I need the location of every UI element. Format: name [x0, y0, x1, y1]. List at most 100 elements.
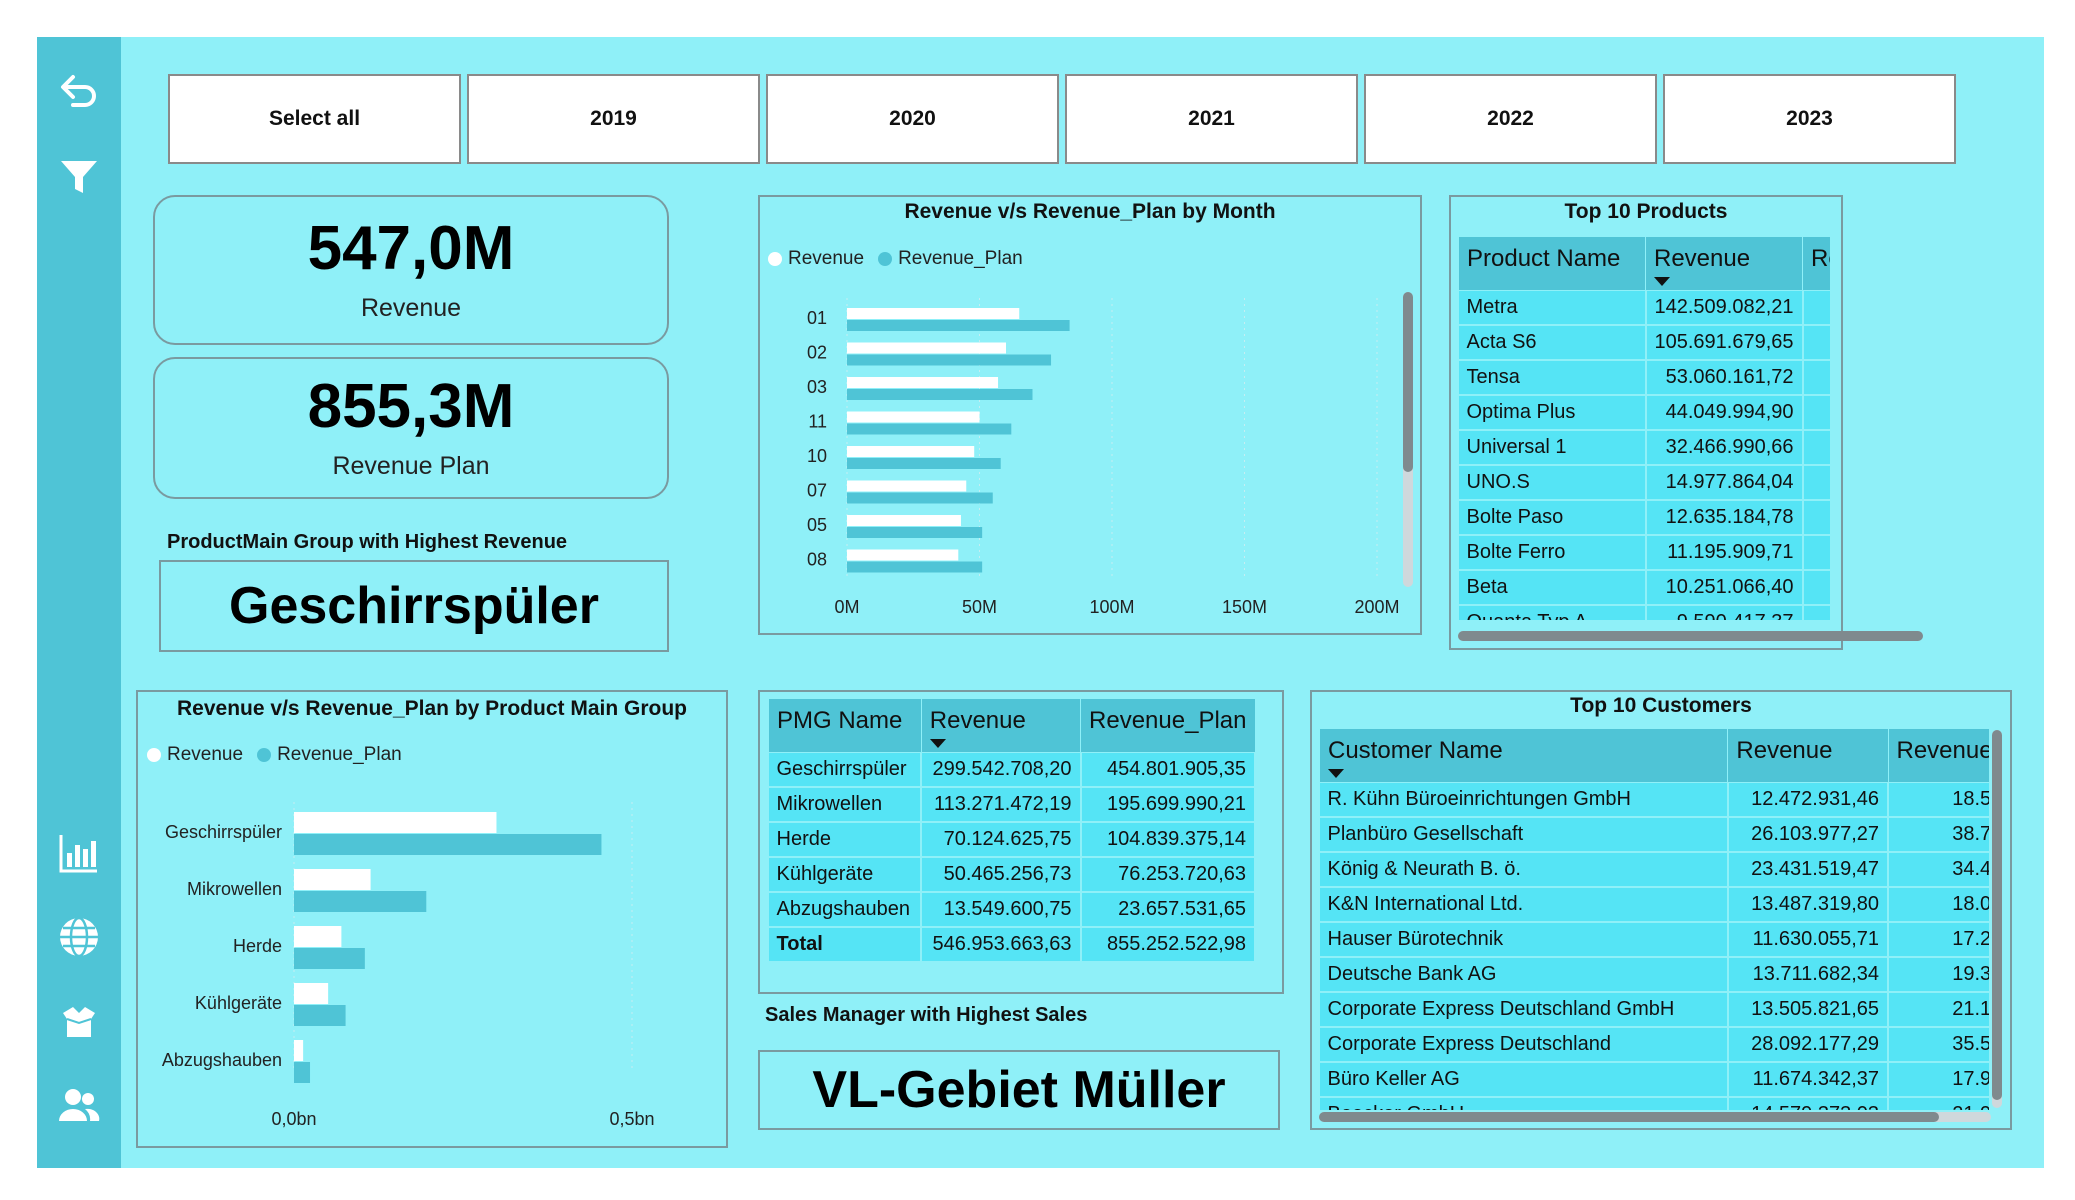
top-products-cell: 61.716.813,7 [1802, 395, 1830, 431]
top-customers-row[interactable]: K&N International Ltd.13.487.319,8018.07… [1319, 887, 1989, 923]
top-customers-row[interactable]: König & Neurath B. ö.23.431.519,4734.488… [1319, 852, 1989, 888]
revenue-plan-bar[interactable] [294, 1005, 346, 1026]
people-icon[interactable] [57, 1083, 101, 1127]
col-customer-name[interactable]: Customer Name [1319, 728, 1729, 783]
pmg-cell: 104.839.375,14 [1080, 822, 1257, 858]
revenue-bar[interactable] [294, 869, 371, 890]
year-button-2023[interactable]: 2023 [1663, 74, 1956, 164]
revenue-plan-bar[interactable] [847, 423, 1012, 435]
top-customers-cell: Corporate Express Deutschland [1319, 1027, 1729, 1063]
col-product-name[interactable]: Product Name [1458, 236, 1646, 291]
year-button-select-all[interactable]: Select all [168, 74, 461, 164]
pmg-row[interactable]: Abzugshauben 13.549.600,75 23.657.531,65 [768, 892, 1257, 928]
revenue-plan-bar[interactable] [847, 389, 1033, 400]
top-products-cell: 220.570.781,9 [1802, 290, 1830, 326]
top-products-hscroll-thumb[interactable] [1458, 631, 1923, 641]
top-customers-cell: R. Kühn Büroeinrichtungen GmbH [1319, 782, 1729, 818]
col-revenue-label: Revenue [929, 707, 1026, 734]
top-customers-hscroll[interactable] [1319, 1112, 1991, 1122]
col-revenue-plan[interactable]: Revenue_Plan [1802, 236, 1830, 291]
revenue-bar[interactable] [294, 1040, 304, 1061]
top-customers-row[interactable]: R. Kühn Büroeinrichtungen GmbH 12.472.931… [1319, 782, 1989, 818]
legend-revenue-plan-label: Revenue_Plan [277, 744, 402, 765]
year-button-2022[interactable]: 2022 [1364, 74, 1657, 164]
revenue-plan-bar[interactable] [847, 320, 1070, 331]
col-revenue[interactable]: Revenue [1644, 236, 1804, 291]
top-customers-cell: K&N International Ltd. [1319, 887, 1729, 923]
revenue-bar[interactable] [847, 308, 1020, 319]
month-chart-scroll-thumb[interactable] [1403, 292, 1413, 472]
year-button-2021[interactable]: 2021 [1065, 74, 1358, 164]
top-customers-hscroll-thumb[interactable] [1319, 1112, 1939, 1122]
category-label: 07 [807, 481, 827, 501]
category-label: 03 [807, 377, 827, 397]
pmg-row[interactable]: Herde 70.124.625,75 104.839.375,14 [768, 822, 1257, 858]
revenue-bar[interactable] [847, 446, 975, 457]
revenue-plan-bar[interactable] [847, 458, 1001, 469]
top-products-row[interactable]: Quanta Typ A9.590.417,3714.793.938,5 [1458, 605, 1830, 620]
revenue-bar[interactable] [847, 377, 999, 388]
revenue-plan-bar[interactable] [847, 492, 993, 504]
top-customers-table-wrapper: Customer Name Revenue Revenue_Plan R. Kü… [1319, 728, 1989, 1110]
revenue-bar[interactable] [847, 411, 980, 423]
revenue-bar[interactable] [294, 926, 342, 947]
pmg-row[interactable]: Geschirrspüler 299.542.708,20 454.801.905,… [768, 752, 1257, 788]
revenue-plan-bar[interactable] [847, 527, 983, 538]
legend-revenue-label: Revenue [788, 248, 865, 269]
top-customers-vscroll[interactable] [1992, 730, 2002, 1108]
revenue-bar[interactable] [847, 515, 961, 526]
pmg-row[interactable]: Mikrowellen 113.271.472,19 195.699.990,21 [768, 787, 1257, 823]
revenue-plan-bar[interactable] [294, 1062, 311, 1083]
top-customers-row[interactable]: Corporate Express Deutschland 28.092.177,… [1319, 1027, 1989, 1063]
col-revenue-plan[interactable]: Revenue_Plan [1887, 728, 1989, 783]
revenue-bar[interactable] [847, 480, 967, 492]
top-products-cell: 142.509.082,21 [1645, 290, 1804, 326]
top-customers-cell: 12.472.931,46 [1727, 782, 1890, 818]
sort-desc-icon [929, 739, 946, 748]
top-products-row[interactable]: Universal 132.466.990,6651.125.009,4 [1458, 430, 1830, 466]
top-products-hscroll[interactable] [1458, 631, 1923, 641]
revenue-bar[interactable] [294, 983, 329, 1004]
top-customers-row[interactable]: Planbüro Gesellschaft26.103.977,2738.784… [1319, 817, 1989, 853]
col-pmg-name[interactable]: PMG Name [768, 698, 922, 753]
box-icon[interactable] [57, 999, 101, 1043]
pmg-cell: Geschirrspüler [768, 752, 923, 788]
top-customers-row[interactable]: Deutsche Bank AG13.711.682,3419.317.899,… [1319, 957, 1989, 993]
top-customers-cell: 28.092.177,29 [1727, 1027, 1890, 1063]
bar-chart-icon[interactable] [57, 831, 101, 875]
col-revenue-plan[interactable]: Revenue_Plan [1080, 698, 1256, 753]
revenue-plan-bar[interactable] [294, 948, 365, 969]
month-chart-scrollbar[interactable] [1403, 292, 1413, 587]
top-customers-vscroll-thumb[interactable] [1992, 730, 2002, 1100]
top-products-row[interactable]: UNO.S14.977.864,0424.004.285,8 [1458, 465, 1830, 501]
revenue-bar[interactable] [294, 812, 497, 833]
pmg-chart: Geschirrspüler Mikrowellen Herde Kühlgeräte… [162, 802, 655, 1129]
revenue-plan-bar[interactable] [294, 834, 602, 855]
top-products-title: Top 10 Products [1564, 200, 1728, 223]
col-revenue[interactable]: Revenue [1727, 728, 1889, 783]
year-button-2020[interactable]: 2020 [766, 74, 1059, 164]
revenue-plan-bar[interactable] [294, 891, 427, 912]
filter-icon[interactable] [57, 155, 101, 199]
globe-icon[interactable] [57, 915, 101, 959]
col-revenue[interactable]: Revenue [920, 698, 1082, 753]
back-arrow-icon[interactable] [57, 67, 101, 111]
top-customers-row[interactable]: Corporate Express Deutschland GmbH 13.505… [1319, 992, 1989, 1028]
top-customers-row[interactable]: Hauser Bürotechnik11.630.055,7117.202.13… [1319, 922, 1989, 958]
revenue-bar[interactable] [847, 342, 1006, 354]
revenue-bar[interactable] [847, 549, 959, 561]
revenue-plan-bar[interactable] [847, 561, 983, 573]
pmg-row[interactable]: Kühlgeräte 50.465.256,73 76.253.720,63 [768, 857, 1257, 893]
highest-manager-card: VL-Gebiet Müller [758, 1050, 1280, 1130]
year-button-2019[interactable]: 2019 [467, 74, 760, 164]
top-customers-row[interactable]: Boecker GmbH14.579.373,0321.936.258,6 [1319, 1097, 1989, 1110]
revenue-plan-bar[interactable] [847, 354, 1052, 366]
